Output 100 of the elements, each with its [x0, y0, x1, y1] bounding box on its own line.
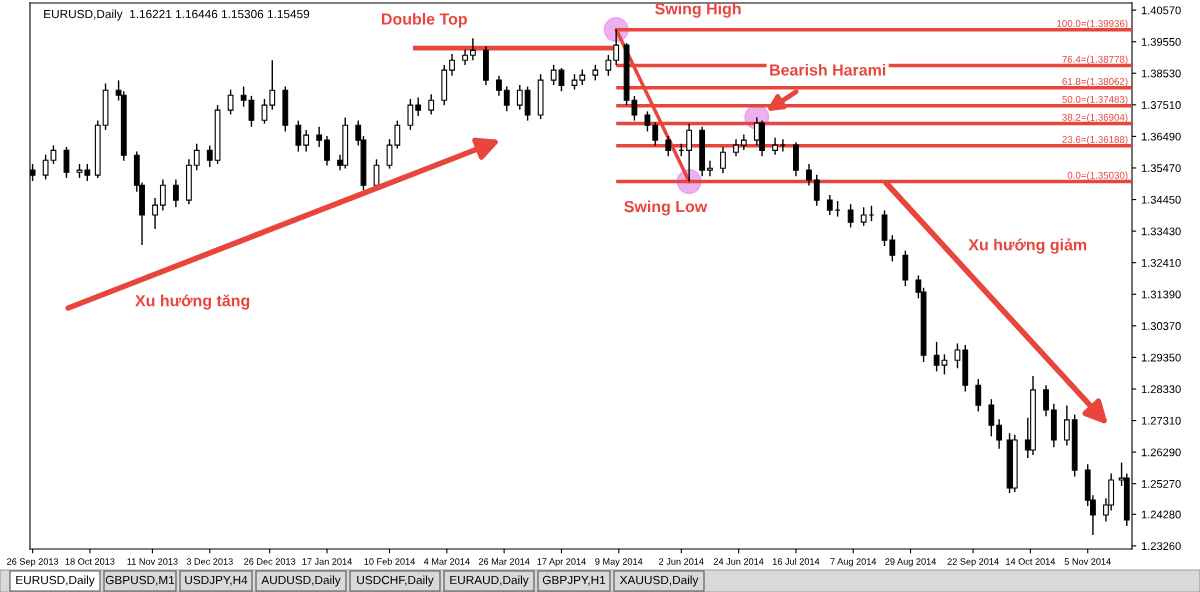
text: USDJPY,H4: [185, 575, 248, 586]
candlestick: [269, 59, 276, 111]
x-tick-label: 9 May 2014: [595, 558, 643, 567]
candlestick: [847, 203, 854, 229]
candlestick: [261, 98, 268, 125]
candlestick: [324, 135, 330, 167]
candlestick: [605, 54, 612, 77]
x-tick-label: 17 Apr 2014: [537, 558, 586, 567]
candlestick: [159, 178, 166, 212]
y-tick-label: 1.35470: [1141, 164, 1181, 173]
y-tick-label: 1.31390: [1141, 290, 1181, 299]
candlestick: [975, 378, 982, 413]
ref-line-label: 50.0=(1.37483): [1062, 95, 1128, 105]
ref-line-label: 0.0=(1.35030): [1067, 171, 1128, 181]
candlestick: [295, 119, 302, 153]
x-tick-label: 26 Mar 2014: [478, 558, 530, 565]
candlestick: [996, 418, 1003, 450]
candlestick: [806, 163, 812, 187]
candlestick: [686, 123, 693, 183]
candlestick: [428, 93, 435, 116]
candlestick: [1043, 384, 1049, 417]
text: XAUUSD,Daily: [619, 575, 699, 587]
candlestick: [415, 96, 422, 117]
y-tick-label: 1.30370: [1141, 322, 1181, 330]
y-tick-label: 1.29350: [1141, 353, 1181, 362]
y-tick-label: 1.33430: [1141, 227, 1181, 236]
x-tick-label: 5 Nov 2014: [1064, 558, 1111, 565]
annotation: Swing Low: [624, 200, 708, 216]
x-tick-label: 24 Jun 2014: [713, 558, 764, 565]
x-tick-label: 7 Aug 2014: [830, 558, 877, 567]
candlestick: [496, 75, 502, 97]
y-tick-label: 1.39550: [1141, 37, 1181, 46]
ref-line-label: 38.2=(1.36904): [1062, 113, 1128, 123]
candlestick: [613, 28, 620, 66]
candlestick: [206, 144, 213, 168]
candlestick: [720, 146, 726, 174]
candlestick: [503, 85, 510, 113]
ref-line-label: 76.4=(1.38778): [1062, 55, 1128, 65]
y-tick-label: 1.26290: [1141, 448, 1181, 457]
candlestick: [516, 84, 523, 111]
ref-line-label: 23.6=(1.36188): [1062, 135, 1128, 145]
y-tick-label: 1.38530: [1141, 69, 1181, 78]
candlestick: [373, 158, 380, 188]
candlestick: [707, 160, 713, 178]
ref-line-label: 100.0=(1.39936): [1057, 19, 1128, 29]
candlestick: [988, 398, 995, 438]
y-tick-label: 1.37510: [1141, 101, 1181, 109]
text: EURUSD,Daily: [16, 575, 95, 587]
annotation: Xu hướng tăng: [135, 294, 250, 310]
candlestick: [449, 53, 455, 77]
text: GBPUSD,M1: [105, 575, 175, 586]
y-tick-label: 1.27310: [1141, 416, 1181, 425]
text: EURAUD,Daily: [450, 575, 529, 587]
candlestick: [316, 126, 323, 148]
candlestick: [665, 135, 672, 157]
candlestick: [227, 88, 234, 116]
candlestick: [813, 174, 820, 207]
candlestick: [860, 206, 867, 227]
candlestick: [644, 110, 651, 133]
x-tick-label: 18 Oct 2013: [65, 558, 115, 565]
y-tick-label: 1.40570: [1141, 6, 1181, 15]
text: AUDUSD,Daily: [261, 575, 341, 587]
x-tick-label: 11 Nov 2013: [127, 558, 178, 565]
y-tick-label: 1.28330: [1141, 385, 1181, 394]
candlestick: [63, 146, 70, 179]
x-tick-label: 10 Feb 2014: [364, 558, 415, 565]
candlestick: [172, 178, 179, 208]
x-tick-label: 22 Sep 2014: [947, 558, 999, 567]
y-tick-label: 1.36490: [1141, 132, 1181, 141]
candlestick: [193, 143, 200, 171]
x-tick-label: 17 Jan 2014: [302, 558, 352, 565]
y-tick-label: 1.24280: [1141, 510, 1181, 519]
annotation: Xu hướng giảm: [968, 238, 1087, 254]
candlestick: [469, 37, 476, 61]
y-tick-label: 1.25270: [1141, 479, 1181, 488]
annotation: Bearish Harami: [770, 63, 886, 76]
x-tick-label: 29 Aug 2014: [885, 558, 937, 567]
text: EURUSD,Daily 1.16221 1.16446 1.15306 1.15459: [44, 9, 310, 21]
y-tick-label: 1.32410: [1141, 258, 1181, 267]
ref-line-label: 61.8=(1.38062): [1062, 77, 1128, 87]
candlestick: [954, 342, 961, 369]
x-tick-label: 3 Dec 2013: [186, 558, 233, 565]
text: GBPJPY,H1: [542, 575, 606, 586]
annotation: Swing High: [655, 2, 741, 18]
x-tick-label: 26 Sep 2013: [7, 558, 59, 567]
y-tick-label: 1.23260: [1141, 542, 1181, 551]
text: USDCHF,Daily: [357, 575, 434, 587]
x-tick-label: 14 Oct 2014: [1006, 558, 1056, 565]
x-tick-label: 2 Jun 2014: [659, 558, 704, 565]
x-tick-label: 26 Dec 2013: [244, 558, 296, 565]
candlestick: [303, 129, 310, 153]
candlestick: [462, 48, 468, 66]
candlestick: [152, 197, 158, 230]
candlestick: [652, 121, 659, 147]
y-tick-label: 1.34450: [1141, 195, 1181, 204]
candlestick: [407, 98, 414, 131]
x-tick-label: 4 Mar 2014: [423, 558, 470, 565]
annotation: Double Top: [382, 12, 467, 28]
x-tick-label: 16 Jul 2014: [772, 558, 820, 565]
candlestick: [826, 194, 833, 216]
